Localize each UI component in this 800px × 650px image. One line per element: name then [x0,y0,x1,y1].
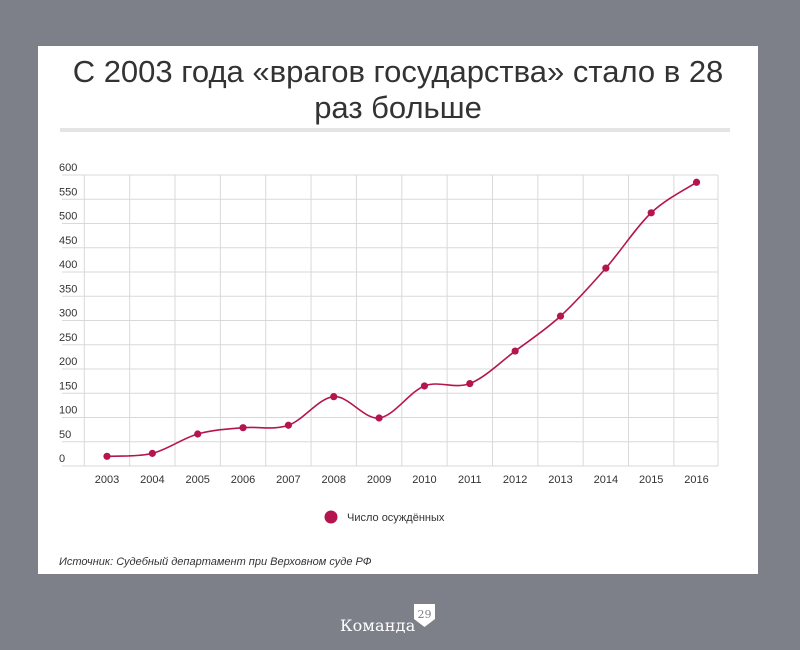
data-point [647,209,655,217]
chart-title: С 2003 года «врагов государства» стало в… [72,54,724,125]
x-tick-label: 2013 [548,474,572,486]
data-point [556,312,565,320]
legend-label: Число осуждённых [347,512,445,524]
x-tick-label: 2008 [322,474,346,486]
y-tick-label: 50 [59,429,71,441]
x-tick-label: 2007 [276,474,300,486]
x-axis-ticks: 2003 2004 2005 2006 2007 2008 2009 2010 2011 2012… [95,474,709,486]
data-point [239,424,247,432]
x-tick-label: 2009 [367,474,391,486]
data-point [330,393,338,401]
y-axis-ticks: 0 50 100 150 200 250 300 350 400 450 500 550 600 [59,162,77,465]
chart-grid [62,174,719,467]
x-tick-label: 2006 [231,474,255,486]
y-tick-label: 100 [59,405,77,417]
y-tick-label: 300 [59,308,77,320]
data-point [466,379,474,388]
series-layer [103,178,701,460]
line-chart: 0 50 100 150 200 250 300 350 400 450 500 550 600 200… [59,162,719,524]
x-tick-label: 2014 [594,474,618,486]
y-tick-label: 0 [59,453,65,465]
x-tick-label: 2005 [185,474,209,486]
x-tick-label: 2012 [503,474,527,486]
y-tick-label: 550 [59,186,77,198]
y-tick-label: 600 [59,162,77,174]
x-tick-label: 2011 [458,474,482,486]
y-tick-label: 200 [59,356,77,368]
data-point [148,449,156,457]
data-point [602,264,610,272]
data-point [103,452,111,460]
brand-name: Команда [340,616,416,635]
data-point [284,421,292,429]
chart-legend: Число осуждённых [324,510,445,524]
data-point [420,382,429,390]
data-point [375,414,383,422]
brand-logo: Команда 29 [340,604,470,638]
y-tick-label: 250 [59,332,77,344]
title-divider [60,128,730,132]
y-tick-label: 400 [59,259,77,271]
y-tick-label: 350 [59,283,77,295]
brand-badge-icon [414,604,435,627]
data-point [511,347,519,355]
y-tick-label: 450 [59,235,77,247]
x-tick-label: 2004 [140,474,164,486]
brand-number: 29 [417,608,432,621]
data-point [692,178,701,186]
x-tick-label: 2016 [684,474,708,486]
x-tick-label: 2015 [639,474,663,486]
y-tick-label: 500 [59,211,77,223]
data-point [194,430,202,438]
y-tick-label: 150 [59,380,77,392]
chart-card: С 2003 года «врагов государства» стало в… [38,46,758,574]
x-tick-label: 2003 [95,474,119,486]
source-note: Источник: Судебный департамент при Верхо… [59,556,372,568]
legend-marker [324,510,338,524]
x-tick-label: 2010 [412,474,436,486]
